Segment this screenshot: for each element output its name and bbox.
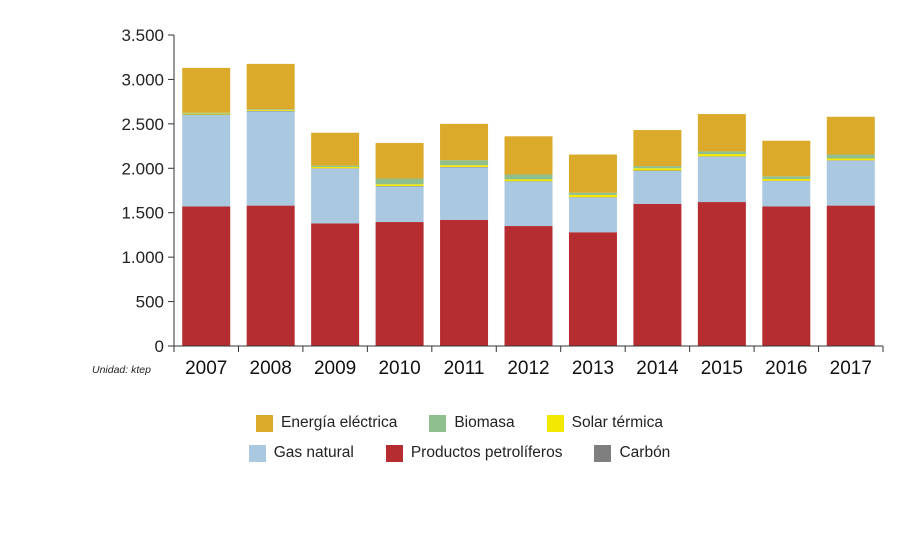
bar-2015-gas-natural [697,156,746,203]
bar-2009-energia-electrica [311,132,360,166]
legend-swatch-productos-petroliferos [385,444,403,462]
x-tick-label-2008: 2008 [250,358,292,379]
x-tick-label-2011: 2011 [444,358,485,379]
legend-label-gas-natural: Gas natural [273,444,354,461]
bar-2015-biomasa [697,151,746,155]
bar-2013-energia-electrica [568,154,617,193]
legend-row-1: Energía eléctrica Biomasa Solar térmica [0,408,919,438]
legend-swatch-biomasa [429,414,447,432]
legend-swatch-solar-termica [546,414,564,432]
bar-2011-gas-natural [440,167,489,220]
bar-2012-biomasa [504,174,553,180]
legend-label-biomasa: Biomasa [454,414,515,431]
bar-2017-productos-petroliferos [826,205,875,346]
legend-row-2: Gas natural Productos petrolíferos Carbó… [0,438,919,468]
y-tick-label: 2.500 [121,115,164,134]
y-tick-label: 0 [155,337,164,356]
bar-2009-gas-natural [311,168,360,224]
legend-label-productos-petroliferos: Productos petrolíferos [410,444,563,461]
bar-2016-productos-petroliferos [762,206,811,346]
bar-2013-productos-petroliferos [568,232,617,346]
x-tick-label-2012: 2012 [507,358,549,379]
bar-2017-energia-electrica [826,116,875,155]
x-tick-label-2010: 2010 [378,358,420,379]
bar-2012-productos-petroliferos [504,226,553,346]
bar-2016-biomasa [762,176,811,179]
bar-2016-solar-termica [762,178,811,181]
bar-2008-energia-electrica [246,63,295,110]
bar-2007-biomasa [182,112,231,114]
x-tick-label-2015: 2015 [701,358,743,379]
bar-2007-energia-electrica [182,67,231,113]
bar-2011-biomasa [440,160,489,166]
bar-2012-gas-natural [504,181,553,227]
bar-2007-gas-natural [182,114,231,207]
bar-2013-solar-termica [568,194,617,198]
legend-item-biomasa: Biomasa [429,414,515,432]
legend-label-solar-termica: Solar térmica [571,414,663,431]
bar-2016-energia-electrica [762,140,811,177]
legend-item-energia-electrica: Energía eléctrica [256,414,397,432]
bar-2013-biomasa [568,192,617,195]
bar-2017-biomasa [826,154,875,159]
bar-2008-biomasa [246,109,295,111]
chart-legend: Energía eléctrica Biomasa Solar térmica … [0,408,919,468]
y-tick-label: 3.000 [121,70,164,89]
legend-swatch-energia-electrica [256,414,274,432]
bar-2014-solar-termica [633,168,682,171]
x-tick-label-2017: 2017 [830,358,872,379]
legend-label-carbon: Carbón [619,444,671,461]
bar-2010-energia-electrica [375,142,424,179]
y-tick-label: 500 [136,293,164,312]
bar-2009-productos-petroliferos [311,223,360,346]
bar-2008-productos-petroliferos [246,205,295,346]
legend-item-gas-natural: Gas natural [248,444,354,462]
legend-swatch-gas-natural [248,444,266,462]
y-tick-label: 1.500 [121,204,164,223]
bar-2017-gas-natural [826,160,875,206]
x-tick-label-2009: 2009 [314,358,356,379]
bar-2014-gas-natural [633,170,682,204]
legend-item-productos-petroliferos: Productos petrolíferos [385,444,563,462]
bar-2015-productos-petroliferos [697,202,746,346]
bar-2017-solar-termica [826,158,875,161]
bar-2014-biomasa [633,166,682,169]
bar-2011-energia-electrica [440,123,489,161]
x-tick-label-2013: 2013 [572,358,614,379]
bar-2007-solar-termica [182,113,231,115]
y-tick-label: 2.000 [121,159,164,178]
bar-2009-biomasa [311,165,360,167]
bar-2014-productos-petroliferos [633,203,682,346]
bar-2008-solar-termica [246,110,295,111]
legend-item-solar-termica: Solar térmica [546,414,663,432]
x-tick-label-2016: 2016 [765,358,807,379]
y-tick-label: 3.500 [121,26,164,45]
unit-note: Unidad: ktep [92,364,151,376]
bar-2011-productos-petroliferos [440,219,489,346]
bar-2015-energia-electrica [697,114,746,152]
bar-2015-solar-termica [697,154,746,157]
bar-2014-energia-electrica [633,130,682,167]
bar-2016-gas-natural [762,181,811,207]
bar-2013-gas-natural [568,197,617,233]
x-tick-label-2007: 2007 [185,358,227,379]
bar-2010-biomasa [375,178,424,185]
bar-2008-gas-natural [246,111,295,206]
x-tick-label-2014: 2014 [636,358,679,379]
legend-item-carbon: Carbón [594,444,670,462]
bar-2007-productos-petroliferos [182,206,231,346]
legend-label-energia-electrica: Energía eléctrica [281,414,398,431]
bar-2010-solar-termica [375,184,424,187]
bar-2011-solar-termica [440,165,489,167]
bar-2012-energia-electrica [504,136,553,175]
bar-2010-productos-petroliferos [375,222,424,346]
y-tick-label: 1.000 [121,248,164,267]
bar-2010-gas-natural [375,186,424,223]
bar-2012-solar-termica [504,179,553,182]
bar-2009-solar-termica [311,166,360,169]
legend-swatch-carbon [594,444,612,462]
